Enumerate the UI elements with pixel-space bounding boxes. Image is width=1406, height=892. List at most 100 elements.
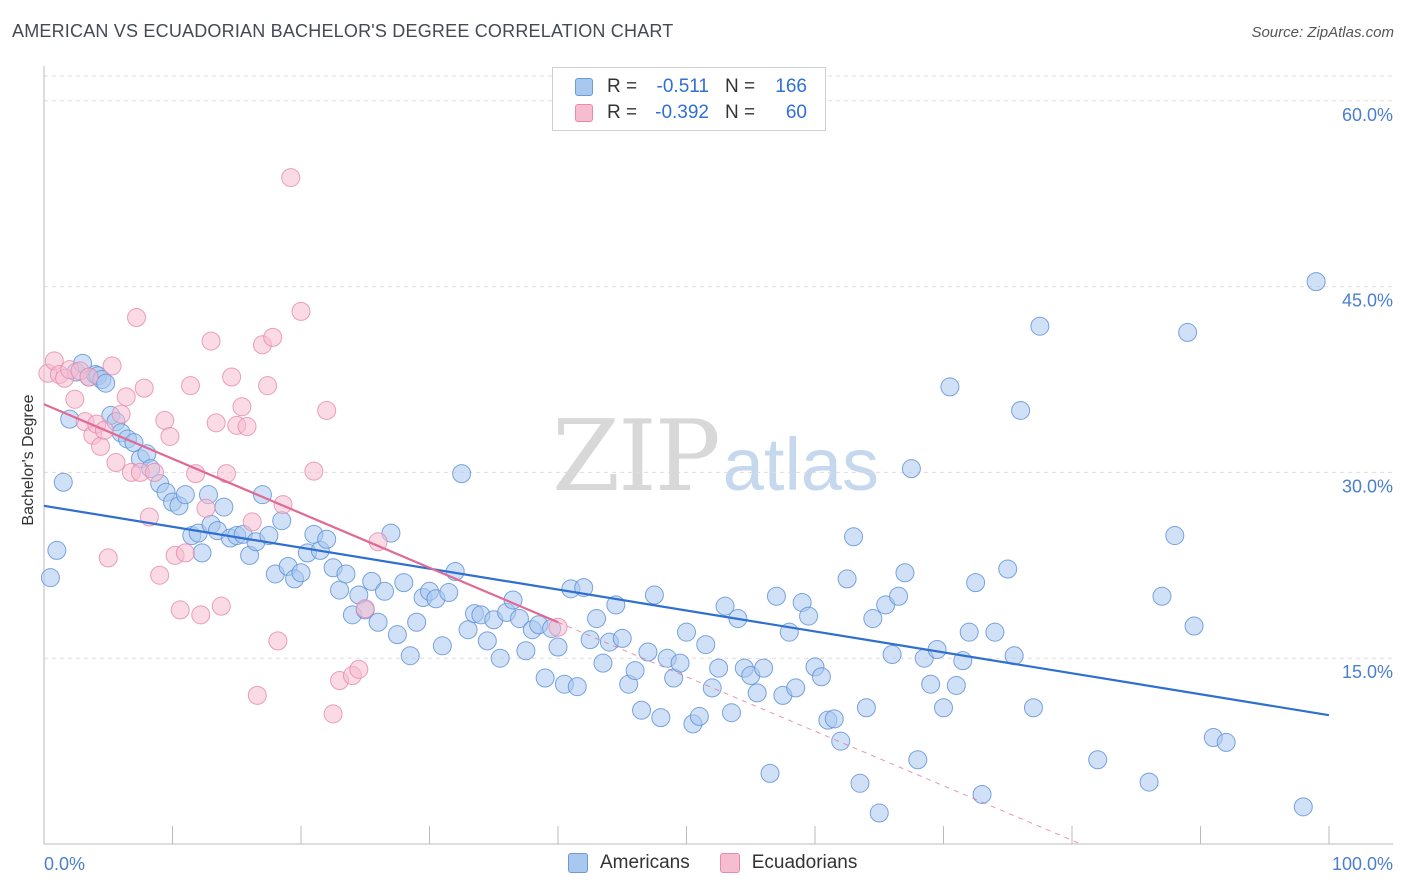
american-point xyxy=(811,667,831,687)
trend-lines xyxy=(43,403,1330,845)
american-point xyxy=(908,750,928,770)
american-point xyxy=(291,563,311,583)
american-point xyxy=(1216,732,1236,752)
american-point xyxy=(824,709,844,729)
ecuadorian-point xyxy=(247,685,267,705)
n-label: N = xyxy=(725,102,756,123)
y-tick-label: 30.0% xyxy=(1342,476,1393,496)
american-point xyxy=(921,674,941,694)
american-point xyxy=(1184,616,1204,636)
american-point xyxy=(580,630,600,650)
american-point xyxy=(901,459,921,479)
american-point xyxy=(317,529,337,549)
american-point xyxy=(1030,316,1050,336)
n-value: 166 xyxy=(775,76,807,97)
american-point xyxy=(432,636,452,656)
ecuadorian-point xyxy=(175,543,195,563)
n-label: N = xyxy=(725,76,756,97)
american-point xyxy=(856,698,876,718)
american-point xyxy=(362,571,382,591)
american-point xyxy=(677,622,696,642)
americans-swatch xyxy=(575,78,593,96)
american-point xyxy=(1011,400,1031,420)
ecuadorian-point xyxy=(258,376,278,396)
american-point xyxy=(998,559,1018,579)
legend-item-americans[interactable]: Americans xyxy=(568,852,690,874)
r-label: R = xyxy=(607,76,638,97)
american-point xyxy=(368,612,388,632)
ecuadorian-point xyxy=(170,600,190,620)
gridlines xyxy=(44,75,1393,659)
american-point xyxy=(644,585,664,605)
r-value: -0.511 xyxy=(656,76,709,97)
american-point xyxy=(458,620,478,640)
legend-row-americans: R = -0.511 N = 166 xyxy=(575,75,807,99)
americans-swatch xyxy=(568,853,588,873)
american-point xyxy=(786,678,806,698)
ecuadorian-point xyxy=(355,599,375,619)
american-point xyxy=(439,583,459,603)
american-point xyxy=(895,563,915,583)
ecuadorian-point xyxy=(160,426,180,446)
american-point xyxy=(587,609,607,629)
american-point xyxy=(387,625,407,645)
american-point xyxy=(799,606,819,626)
ecuadorian-point xyxy=(242,512,262,532)
ecuadorian-point xyxy=(317,400,337,420)
american-point xyxy=(625,661,645,681)
y-tick-label: 60.0% xyxy=(1342,105,1393,125)
ecuadorian-point xyxy=(268,631,288,651)
american-point xyxy=(715,596,735,616)
american-point xyxy=(214,497,234,517)
ecuadorian-point xyxy=(91,436,111,456)
americans-points xyxy=(40,272,1326,823)
american-point xyxy=(40,568,60,588)
american-point xyxy=(259,526,279,546)
ecuadorian-point xyxy=(186,464,206,484)
americans-trend-line xyxy=(43,504,1330,717)
chart-title: AMERICAN VS ECUADORIAN BACHELOR'S DEGREE… xyxy=(12,21,674,41)
y-tick-label: 45.0% xyxy=(1342,291,1393,311)
legend-item-ecuadorians[interactable]: Ecuadorians xyxy=(719,852,858,874)
american-point xyxy=(477,631,497,651)
american-point xyxy=(53,472,73,492)
ecuadorian-point xyxy=(323,704,343,724)
watermark: ZIPatlas xyxy=(552,400,879,514)
american-point xyxy=(516,641,536,661)
n-value: 60 xyxy=(785,102,807,123)
stats-legend: R = -0.511 N = 166 R = -0.392 N = 60 xyxy=(552,67,826,131)
ecuadorian-point xyxy=(98,548,118,568)
ecuadorian-point xyxy=(127,308,147,328)
ecuadorian-point xyxy=(349,659,369,679)
american-point xyxy=(1178,322,1198,342)
american-point xyxy=(375,581,395,601)
american-point xyxy=(400,646,420,666)
american-point xyxy=(192,543,212,563)
american-point xyxy=(535,668,555,688)
ecuadorian-point xyxy=(232,397,252,417)
american-point xyxy=(1023,698,1043,718)
american-point xyxy=(638,642,658,662)
american-point xyxy=(175,485,195,505)
american-point xyxy=(863,609,883,629)
ecuadorian-point xyxy=(304,461,324,481)
ecuadorians-swatch xyxy=(719,853,740,873)
ecuadorian-point xyxy=(111,404,131,424)
american-point xyxy=(721,703,741,723)
american-point xyxy=(882,644,902,664)
ecuadorian-point xyxy=(145,462,165,482)
ecuadorian-point xyxy=(191,605,211,625)
american-point xyxy=(934,698,953,718)
ecuadorian-point xyxy=(155,410,175,430)
ecuadorians-label: Ecuadorians xyxy=(751,852,858,873)
source-credit: Source: ZipAtlas.com xyxy=(1251,24,1394,41)
ecuadorian-point xyxy=(116,387,136,407)
american-point xyxy=(754,658,774,678)
ecuadorian-point xyxy=(291,301,311,321)
american-point xyxy=(831,731,851,751)
y-axis-label: Bachelor's Degree xyxy=(20,394,37,525)
ecuadorian-point xyxy=(102,356,122,376)
american-point xyxy=(889,586,909,606)
ecuadorian-point xyxy=(222,367,242,387)
